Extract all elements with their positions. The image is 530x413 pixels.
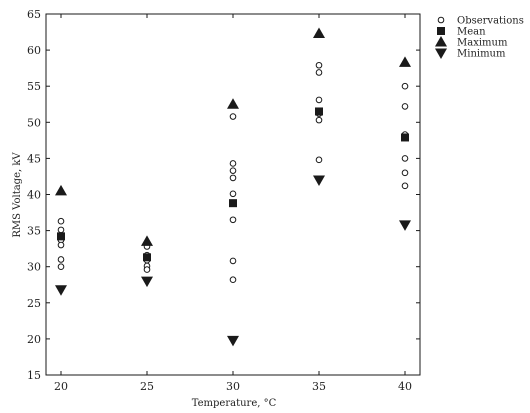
maximum-point	[141, 235, 153, 246]
observation-point	[57, 241, 65, 249]
x-tick-label: 25	[140, 380, 154, 393]
y-axis-label: RMS Voltage, kV	[12, 152, 23, 238]
observation-point	[57, 256, 65, 263]
mean-point	[57, 232, 65, 241]
observation-point	[229, 190, 237, 198]
observation-point	[401, 169, 409, 177]
observation-point	[57, 263, 65, 271]
observation-point	[143, 266, 151, 273]
maximum-point	[313, 27, 325, 38]
y-tick-label: 40	[27, 189, 41, 202]
observation-point	[315, 61, 323, 69]
y-tick-label: 25	[27, 297, 41, 310]
observation-point	[401, 182, 409, 190]
minimum-point	[313, 175, 325, 187]
observation-point	[229, 174, 237, 182]
legend-label: Mean	[457, 27, 486, 38]
mean-point	[229, 199, 237, 208]
minimum-point	[55, 285, 67, 296]
y-tick-label: 60	[27, 44, 41, 57]
mean-point	[315, 107, 323, 116]
observation-point	[57, 226, 65, 234]
y-tick-label: 20	[27, 333, 41, 346]
observation-point	[57, 217, 65, 225]
y-tick-label: 65	[27, 8, 41, 21]
y-tick-label: 35	[27, 225, 41, 238]
minimum-point	[141, 276, 153, 288]
axes: 15 20 25 30 35 40 45 50 55 60 65 20 25 30 35 40	[27, 8, 421, 393]
maximum-point	[227, 98, 239, 109]
legend-label: Maximum	[457, 38, 508, 49]
x-tick-label: 35	[312, 380, 326, 393]
observation-point	[401, 155, 409, 162]
legend-marker-down-triangle	[435, 48, 447, 59]
observation-point	[229, 167, 237, 174]
y-tick-label: 55	[27, 80, 41, 93]
y-tick-label: 30	[27, 261, 41, 274]
observation-point	[315, 116, 323, 124]
observation-point	[315, 69, 323, 76]
y-tick-label: 15	[27, 369, 41, 382]
observation-point	[229, 216, 237, 224]
data-marks	[55, 27, 411, 347]
maximum-point	[55, 184, 67, 196]
legend-marker-filled-square	[437, 27, 445, 35]
legend-marker-open-circle	[437, 16, 445, 24]
observation-point	[229, 160, 237, 167]
maximum-point	[399, 56, 411, 67]
mean-point	[143, 253, 151, 262]
minimum-point	[227, 335, 239, 347]
x-tick-label: 40	[398, 380, 412, 393]
observation-point	[229, 113, 237, 120]
observation-point	[401, 82, 409, 90]
legend-label: Minimum	[457, 49, 506, 60]
y-tick-label: 45	[27, 152, 41, 165]
observation-point	[229, 257, 237, 265]
y-tick-label: 50	[27, 116, 41, 129]
legend-label: Observations	[457, 16, 524, 27]
mean-point	[401, 133, 409, 142]
observation-point	[315, 96, 323, 104]
observation-point	[229, 276, 237, 283]
minimum-point	[399, 220, 411, 231]
x-axis-label: Temperature, °C	[192, 398, 277, 409]
x-tick-label: 20	[54, 380, 68, 393]
x-tick-label: 30	[226, 380, 240, 393]
legend-marker-up-triangle	[435, 36, 447, 47]
observation-point	[315, 156, 323, 164]
observation-point	[401, 103, 409, 110]
